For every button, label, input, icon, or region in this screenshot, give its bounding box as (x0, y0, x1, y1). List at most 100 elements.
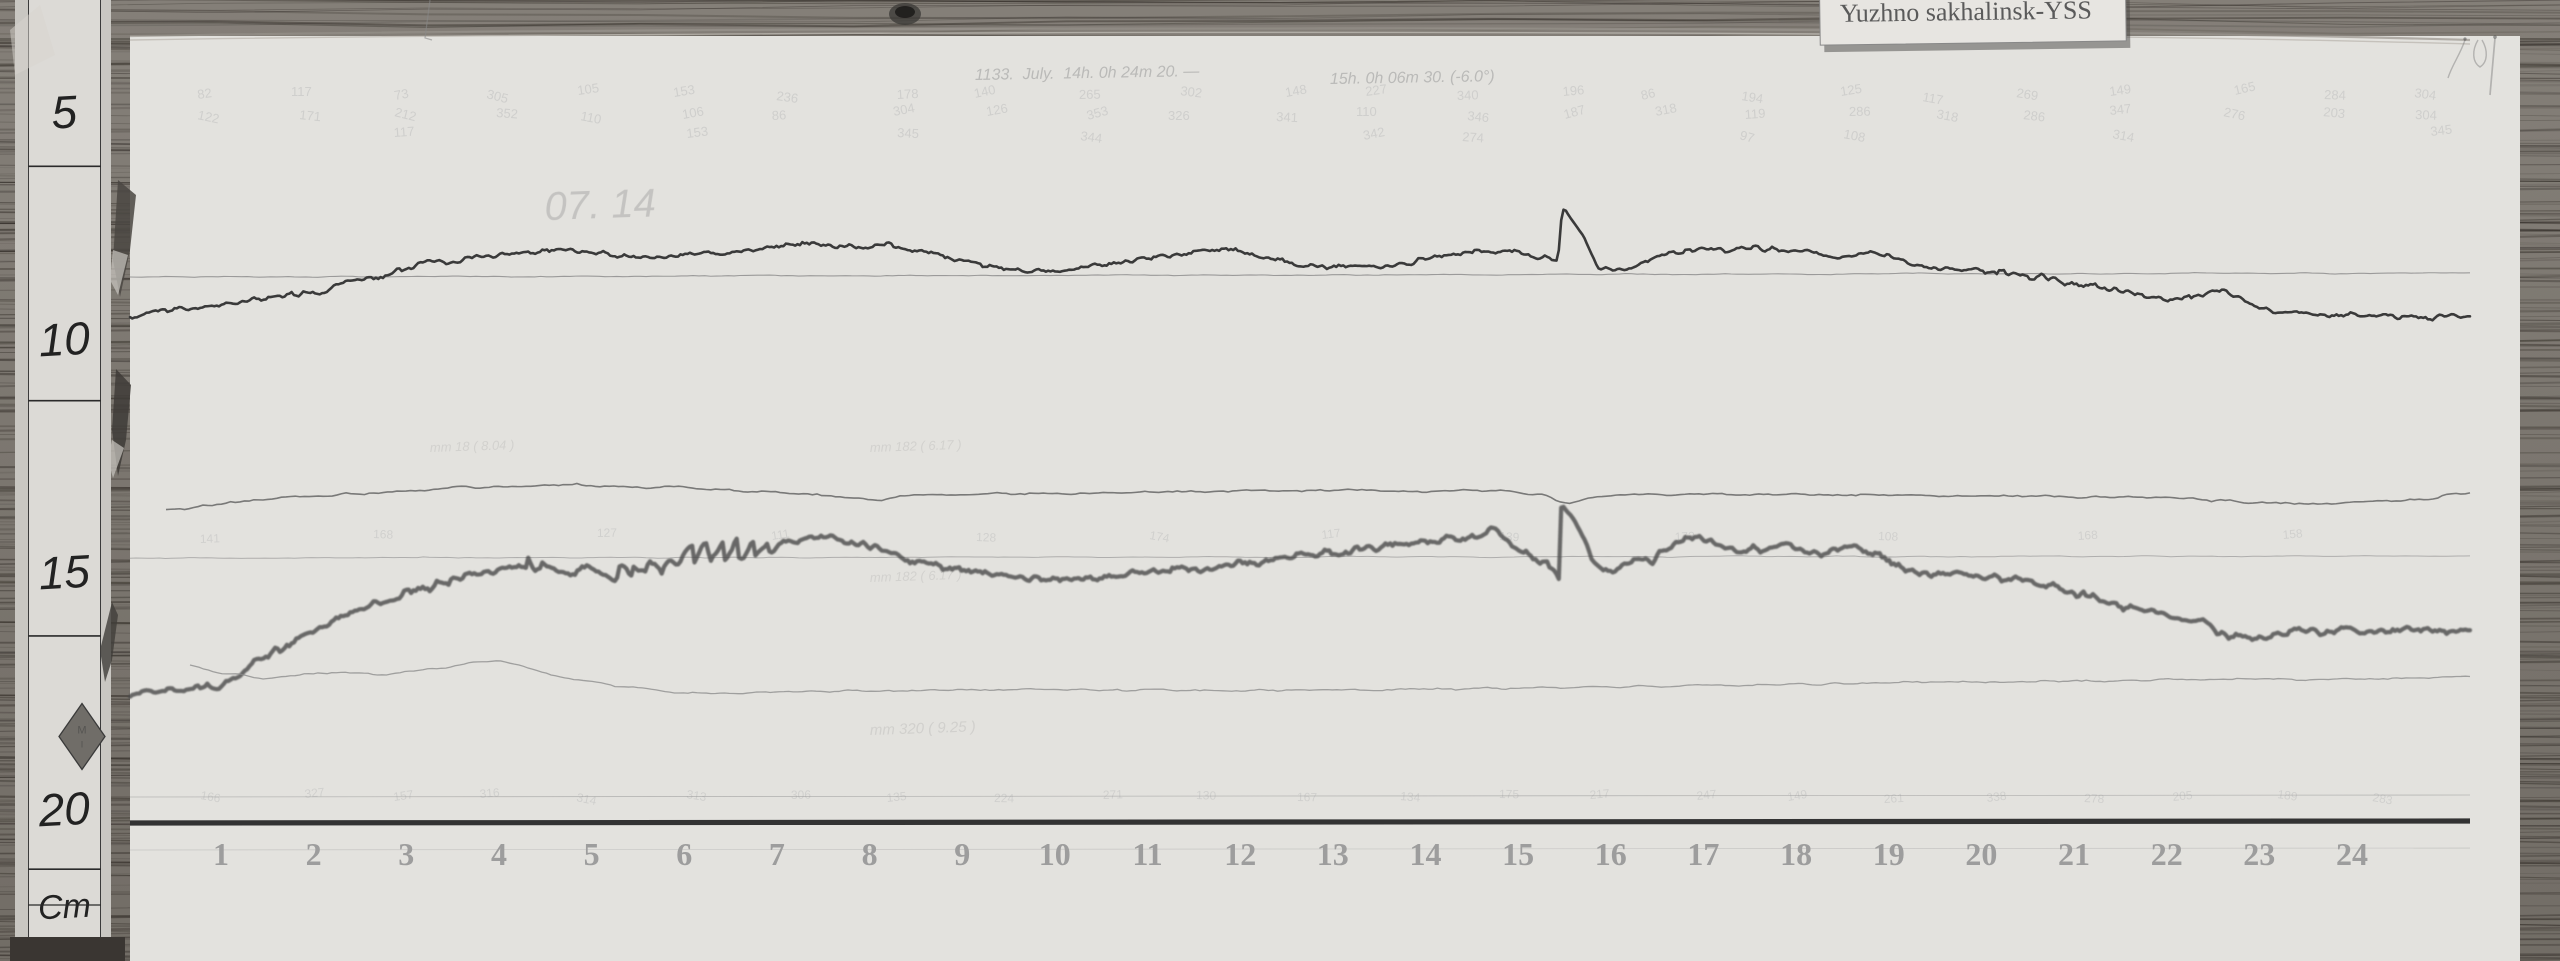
svg-text:24: 24 (2336, 836, 2368, 872)
svg-text:153: 153 (672, 82, 696, 100)
svg-text:341: 341 (1276, 109, 1298, 125)
svg-text:108: 108 (1878, 529, 1899, 544)
svg-text:07. 14: 07. 14 (544, 181, 657, 229)
svg-text:15: 15 (1502, 836, 1534, 872)
svg-text:82: 82 (196, 85, 212, 102)
svg-text:345: 345 (897, 125, 919, 141)
svg-text:304: 304 (892, 100, 916, 119)
svg-text:157: 157 (392, 787, 414, 804)
svg-text:86: 86 (1639, 85, 1656, 103)
svg-text:140: 140 (973, 82, 997, 101)
svg-text:318: 318 (1654, 100, 1678, 119)
svg-text:22: 22 (2151, 836, 2183, 872)
svg-text:318: 318 (1935, 106, 1959, 125)
svg-text:306: 306 (791, 788, 812, 802)
svg-text:23: 23 (2243, 836, 2275, 872)
svg-text:19: 19 (1873, 836, 1905, 872)
svg-text:128: 128 (976, 530, 997, 545)
svg-text:16: 16 (1595, 836, 1627, 872)
svg-text:314: 314 (575, 790, 598, 808)
svg-text:117: 117 (1321, 526, 1342, 542)
svg-text:178: 178 (896, 86, 918, 102)
svg-text:212: 212 (393, 104, 418, 124)
svg-text:18: 18 (1780, 836, 1812, 872)
svg-text:175: 175 (1499, 787, 1520, 801)
svg-text:2: 2 (306, 836, 322, 872)
svg-text:194: 194 (1741, 88, 1765, 106)
svg-text:1133. July. 14h. 0h 24m 20.: 1133. July. 14h. 0h 24m 20. — (975, 63, 1201, 84)
svg-text:10: 10 (1039, 836, 1071, 872)
svg-text:284: 284 (2324, 87, 2346, 103)
svg-text:12: 12 (1224, 836, 1256, 872)
svg-text:106: 106 (681, 103, 705, 122)
svg-text:168: 168 (2077, 528, 2098, 543)
svg-text:122: 122 (196, 107, 220, 126)
svg-text:265: 265 (1079, 87, 1101, 102)
svg-text:158: 158 (2282, 526, 2303, 542)
svg-text:mm 320 ( 9.25 ): mm 320 ( 9.25 ) (870, 718, 976, 739)
svg-text:11: 11 (1132, 836, 1162, 872)
svg-text:305: 305 (485, 86, 510, 106)
svg-text:20: 20 (1965, 836, 1997, 872)
svg-text:352: 352 (496, 105, 519, 121)
svg-text:119: 119 (1744, 106, 1766, 122)
svg-text:117: 117 (393, 124, 415, 140)
svg-text:126: 126 (985, 100, 1009, 119)
svg-text:203: 203 (2323, 104, 2346, 121)
svg-text:247: 247 (1696, 787, 1718, 803)
svg-text:353: 353 (1085, 103, 1110, 123)
svg-text:4: 4 (491, 836, 507, 872)
svg-text:205: 205 (2172, 788, 2194, 804)
svg-text:mm 18 ( 8.04 ): mm 18 ( 8.04 ) (430, 437, 515, 455)
svg-text:135: 135 (886, 789, 908, 805)
svg-text:127: 127 (597, 526, 618, 540)
svg-text:165: 165 (2232, 78, 2257, 97)
svg-text:286: 286 (1849, 104, 1871, 119)
svg-text:276: 276 (2222, 104, 2246, 123)
svg-text:168: 168 (373, 527, 394, 542)
svg-text:174: 174 (1148, 528, 1170, 545)
svg-text:mm 182 ( 6.17 ): mm 182 ( 6.17 ) (870, 437, 962, 455)
svg-text:224: 224 (994, 791, 1015, 805)
svg-text:97: 97 (1738, 127, 1756, 145)
svg-text:117: 117 (291, 84, 312, 99)
svg-text:153: 153 (686, 123, 709, 141)
svg-text:141: 141 (200, 531, 221, 546)
svg-text:1: 1 (213, 836, 229, 872)
svg-text:148: 148 (1284, 81, 1308, 100)
svg-text:108: 108 (1842, 126, 1866, 145)
svg-text:302: 302 (1180, 83, 1203, 101)
svg-text:134: 134 (1400, 789, 1421, 805)
svg-text:149: 149 (2108, 81, 2132, 99)
svg-text:271: 271 (1103, 787, 1124, 802)
svg-text:110: 110 (579, 108, 602, 127)
svg-text:313: 313 (686, 787, 708, 804)
svg-text:346: 346 (1467, 108, 1490, 125)
svg-text:338: 338 (1986, 789, 2008, 805)
svg-text:304: 304 (2415, 107, 2437, 123)
svg-text:117: 117 (1921, 89, 1944, 107)
svg-text:21: 21 (2058, 836, 2090, 872)
svg-text:345: 345 (2430, 121, 2453, 139)
svg-text:13: 13 (1317, 836, 1349, 872)
svg-text:326: 326 (1168, 108, 1190, 123)
svg-text:105: 105 (576, 80, 600, 98)
svg-text:278: 278 (2084, 791, 2105, 806)
svg-text:8: 8 (862, 836, 878, 872)
svg-text:110: 110 (1356, 104, 1377, 119)
svg-text:342: 342 (1362, 124, 1386, 143)
svg-text:283: 283 (2371, 790, 2393, 807)
svg-text:340: 340 (1457, 87, 1479, 103)
svg-text:3: 3 (398, 836, 414, 872)
svg-text:73: 73 (393, 86, 410, 103)
svg-text:125: 125 (1839, 81, 1863, 99)
svg-text:327: 327 (304, 785, 326, 801)
svg-text:261: 261 (1883, 791, 1904, 806)
svg-text:7: 7 (769, 836, 785, 872)
svg-text:14: 14 (1410, 836, 1442, 872)
svg-text:167: 167 (1297, 790, 1318, 804)
svg-text:236: 236 (776, 88, 800, 106)
svg-text:6: 6 (676, 836, 692, 872)
svg-text:344: 344 (1080, 128, 1104, 146)
svg-text:171: 171 (299, 107, 322, 124)
